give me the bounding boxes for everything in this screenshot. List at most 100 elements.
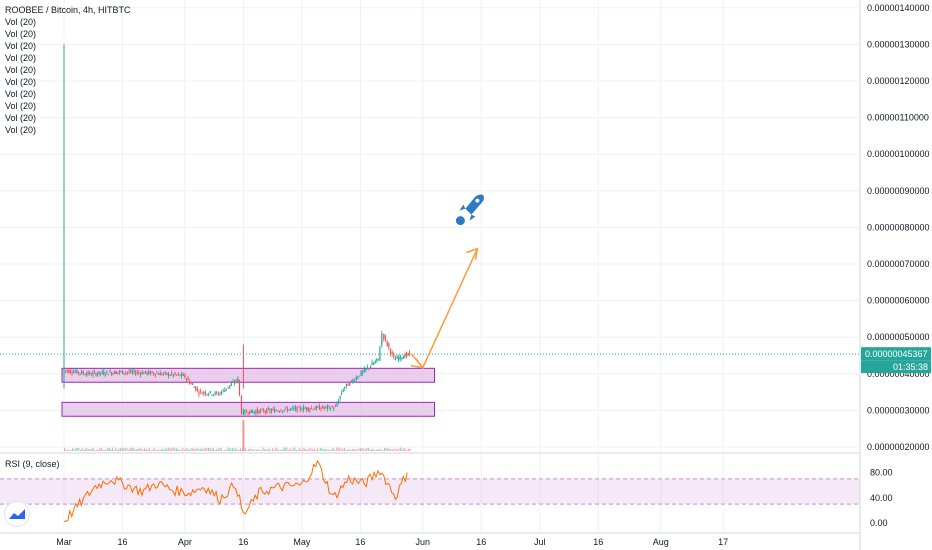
volume-bar	[404, 448, 406, 451]
candle-body	[103, 371, 105, 375]
volume-bar	[104, 449, 106, 451]
candle-body	[212, 394, 215, 396]
volume-bar	[307, 449, 309, 451]
volume-bar	[137, 448, 139, 451]
volume-bar	[275, 447, 277, 451]
candle-body	[154, 373, 156, 376]
volume-bar	[142, 449, 144, 451]
candle-body	[401, 357, 403, 360]
candle-body	[171, 372, 173, 375]
volume-bar	[172, 447, 174, 451]
candle-body	[347, 383, 349, 386]
volume-bar	[262, 447, 264, 451]
volume-bar	[230, 448, 232, 451]
volume-bar	[396, 449, 398, 451]
candle-body	[125, 372, 127, 374]
candle-body	[198, 391, 200, 395]
candle-body	[235, 380, 237, 381]
volume-bar	[308, 448, 310, 451]
volume-bar	[97, 449, 99, 451]
candle-body	[146, 372, 148, 375]
volume-bar	[382, 449, 384, 451]
volume-bar	[158, 449, 160, 451]
volume-bar	[152, 449, 154, 451]
candle-body	[66, 370, 68, 372]
candle-body	[77, 371, 80, 374]
candle-body	[341, 392, 343, 395]
volume-bar	[368, 447, 370, 451]
candle-body	[245, 411, 248, 413]
volume-bar	[145, 448, 147, 451]
candle-body	[255, 411, 257, 414]
volume-bar	[393, 448, 395, 451]
candle-body	[270, 410, 273, 412]
volume-bar	[331, 448, 333, 451]
rocket-icon	[455, 194, 484, 226]
volume-bar	[219, 448, 221, 451]
candle-body	[92, 372, 94, 375]
volume-bar	[364, 448, 366, 451]
candle-body	[85, 373, 88, 376]
volume-bar	[248, 449, 250, 451]
candle-body	[104, 374, 106, 376]
time-tick-label: Jun	[416, 537, 431, 547]
candle-body	[208, 394, 210, 395]
candle-body	[275, 410, 277, 412]
candle-body	[176, 374, 178, 376]
volume-bar	[64, 447, 66, 451]
volume-bar	[113, 449, 115, 451]
candle-body	[181, 373, 183, 376]
volume-bar	[107, 447, 109, 451]
volume-bar	[353, 448, 355, 451]
candle-body	[193, 387, 195, 389]
volume-bar	[280, 449, 282, 451]
candle-body	[323, 407, 325, 409]
volume-bar	[94, 449, 96, 451]
candle-body	[318, 405, 321, 410]
time-tick-label: Apr	[178, 537, 192, 547]
volume-bar	[225, 449, 227, 451]
candle-body	[107, 374, 110, 376]
tradingview-logo-icon[interactable]	[5, 502, 29, 526]
time-tick-label: 16	[593, 537, 603, 547]
volume-bar	[75, 448, 77, 451]
volume-bar	[238, 449, 240, 451]
candle-body	[159, 372, 161, 376]
volume-bar	[144, 448, 146, 451]
candle-body	[234, 382, 236, 384]
candle-body	[358, 375, 361, 377]
candle-body	[112, 373, 114, 375]
volume-bar	[392, 449, 394, 451]
candle-body	[237, 377, 239, 382]
candle-body	[131, 371, 133, 373]
candle-body	[269, 409, 271, 412]
volume-bar	[68, 449, 70, 451]
candle-body	[366, 367, 369, 369]
volume-bar	[291, 449, 293, 451]
candle-body	[118, 371, 120, 373]
volume-bar	[334, 449, 336, 451]
volume-bar	[206, 448, 208, 451]
candle-body	[110, 372, 113, 375]
volume-bar	[249, 448, 251, 451]
candle-body	[344, 387, 346, 389]
candle-body	[76, 369, 78, 374]
candle-body	[190, 383, 192, 385]
candle-body	[169, 375, 171, 376]
candle-body	[286, 408, 289, 411]
volume-bar	[155, 449, 157, 451]
rsi-title: RSI (9, close)	[5, 459, 60, 469]
volume-bar	[265, 449, 267, 451]
candle-body	[82, 372, 84, 374]
candle-body	[345, 383, 348, 387]
volume-label: Vol (20)	[5, 29, 37, 39]
candle-body	[317, 406, 319, 408]
volume-bar	[252, 449, 254, 451]
volume-bar	[208, 448, 210, 451]
candle-body	[368, 368, 370, 369]
candle-body	[71, 372, 73, 374]
volume-bar	[212, 448, 214, 451]
volume-bar	[380, 449, 382, 451]
volume-bar	[240, 448, 242, 451]
